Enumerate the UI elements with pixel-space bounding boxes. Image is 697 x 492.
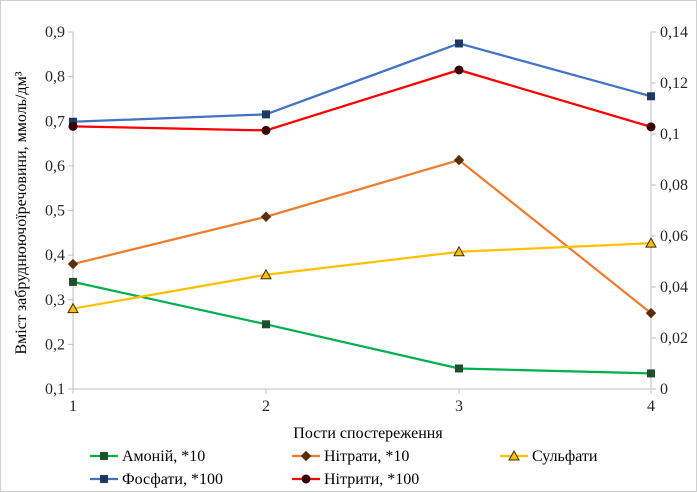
x-tick-label: 4 (647, 398, 655, 415)
legend-label: Нітрити, *100 (324, 471, 419, 488)
data-point (67, 302, 79, 314)
series-3 (67, 237, 657, 314)
legend-marker (301, 474, 311, 484)
data-point (262, 110, 270, 119)
data-point (68, 121, 78, 131)
y-tick-label: 0,2 (45, 336, 65, 353)
legend-marker (508, 449, 520, 461)
series-line (72, 280, 652, 375)
y-tick-label: 0,7 (45, 113, 65, 130)
series-1 (69, 277, 655, 378)
data-point (455, 364, 463, 373)
data-point (261, 125, 271, 135)
legend-marker (100, 475, 108, 483)
y-axis-title: Вміст забруднюючоїречовини, ммоль/дм³ (13, 71, 30, 354)
data-point (454, 65, 464, 75)
y2-tick-label: 0,02 (660, 330, 688, 347)
data-point (453, 154, 465, 166)
y-tick-label: 0,6 (45, 158, 65, 175)
data-point (262, 320, 270, 329)
data-point (647, 92, 655, 101)
y2-tick-label: 0,04 (660, 279, 688, 296)
data-point (69, 277, 77, 286)
y-tick-label: 0,3 (45, 292, 65, 309)
y2-tick-label: 0 (660, 381, 668, 398)
data-point (67, 258, 79, 270)
data-point (645, 307, 657, 319)
legend-marker (100, 452, 108, 460)
legend-item: Амоній, *10 (90, 448, 205, 465)
data-point (260, 268, 272, 280)
series-line (72, 68, 652, 132)
legend-item: Нітрити, *100 (292, 471, 419, 488)
data-point (645, 237, 657, 248)
x-tick-label: 3 (455, 398, 463, 415)
plot-area: 0,1 0,2 0,3 0,4 0,5 0,6 0,7 0,8 0,9 0 0,02 0,04 0,06… (45, 24, 688, 415)
legend-label: Амоній, *10 (122, 448, 205, 465)
y2-tick-label: 0,14 (660, 24, 688, 41)
y-tick-label: 0,5 (45, 203, 65, 220)
legend-item: Фосфати, *100 (90, 471, 223, 488)
series-line (72, 158, 652, 315)
data-point (647, 369, 655, 378)
legend-item: Нітрати, *10 (292, 448, 409, 465)
legend-label: Фосфати, *100 (122, 471, 223, 488)
y2-tick-label: 0,08 (660, 177, 688, 194)
y-tick-label: 0,9 (45, 24, 65, 41)
y2-tick-label: 0,1 (660, 126, 680, 143)
legend: Амоній, *10 Нітрати, *10 Сульфати Фосфати, … (90, 448, 598, 488)
data-point (453, 245, 465, 257)
series-2 (67, 154, 657, 319)
data-point (646, 122, 656, 132)
legend-marker (300, 450, 312, 462)
series-5 (68, 65, 656, 135)
legend-item: Сульфати (500, 448, 598, 465)
series-line (72, 42, 652, 123)
x-axis-title: Пости спостереження (293, 425, 443, 442)
data-point (260, 211, 272, 222)
x-tick-label: 1 (69, 398, 77, 415)
y-tick-label: 0,8 (45, 69, 65, 86)
data-point (455, 39, 463, 48)
y2-tick-label: 0,06 (660, 228, 688, 245)
y2-tick-label: 0,12 (660, 75, 688, 92)
legend-label: Нітрати, *10 (324, 448, 409, 465)
x-tick-label: 2 (262, 398, 270, 415)
series-line (72, 242, 652, 310)
y-tick-label: 0,4 (45, 247, 65, 264)
y-tick-label: 0,1 (45, 381, 65, 398)
legend-label: Сульфати (532, 448, 598, 465)
